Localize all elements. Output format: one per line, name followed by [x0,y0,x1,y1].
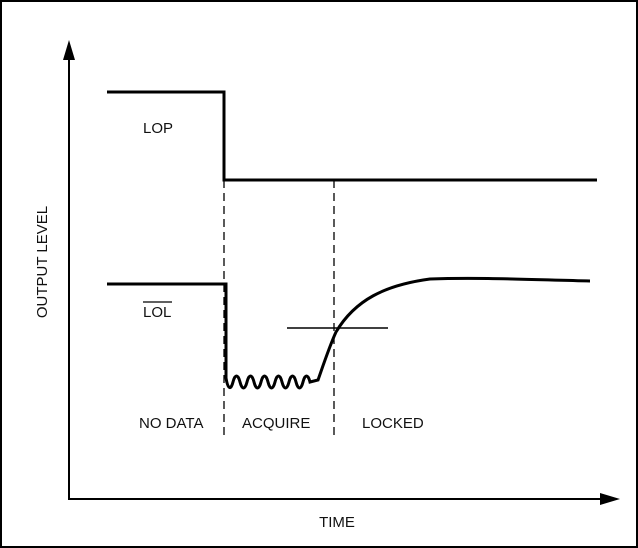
x-axis-arrow-icon [600,493,620,505]
x-axis-label: TIME [319,514,355,531]
region-label-acquire: ACQUIRE [242,415,310,432]
lol-waveform [107,276,591,390]
lop-label: LOP [143,120,173,137]
region-label-no-data: NO DATA [139,415,203,432]
lol-label: LOL [143,304,171,321]
lop-waveform [107,90,597,182]
y-axis-label: OUTPUT LEVEL [34,206,51,318]
region-label-locked: LOCKED [362,415,424,432]
y-axis-arrow-icon [63,40,75,60]
